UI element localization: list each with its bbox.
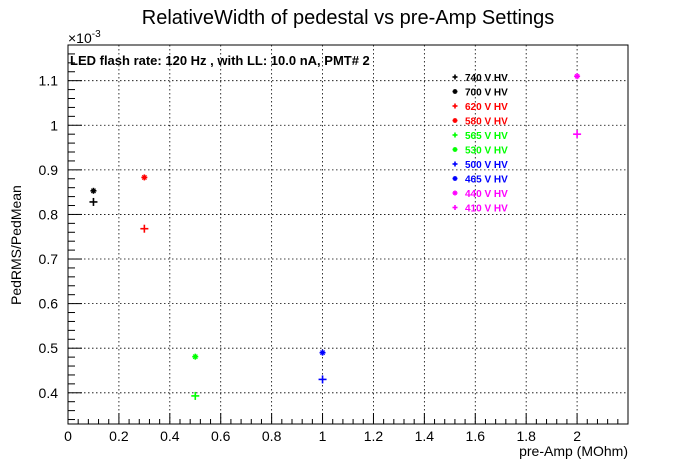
legend-marker — [452, 118, 458, 123]
legend-entry: 440 V HV — [465, 189, 508, 200]
legend-marker — [452, 132, 458, 138]
legend-entry: 500 V HV — [465, 160, 508, 171]
x-axis-label: pre-Amp (MOhm) — [519, 443, 628, 459]
legend-entry: 700 V HV — [465, 88, 508, 99]
legend: 740 V HV 700 V HV 620 V HV 580 V HV 565 V HV… — [452, 73, 508, 215]
x-tick-label: 1.4 — [415, 428, 435, 444]
chart-annotation: LED flash rate: 120 Hz , with LL: 10.0 n… — [70, 53, 370, 68]
data-points — [89, 73, 582, 400]
data-point — [140, 224, 149, 233]
legend-entry: 580 V HV — [465, 117, 508, 128]
x-tick-label: 0.6 — [211, 428, 231, 444]
y-tick-label: 0.4 — [39, 385, 59, 401]
x-tick-label: 0.8 — [262, 428, 282, 444]
y-axis-label: PedRMS/PedMean — [8, 185, 24, 305]
data-point — [574, 73, 581, 80]
tick-labels: 0 0.2 0.4 0.6 0.8 1 1.2 1.4 1.6 1.8 2 0.4 0.5 0.6 0.7 0… — [39, 73, 582, 444]
axis-ticks — [67, 53, 619, 424]
y-tick-label: 1 — [50, 117, 58, 133]
x-tick-label: 1.6 — [466, 428, 486, 444]
grid-lines — [68, 45, 628, 424]
x-tick-label: 0 — [64, 428, 72, 444]
data-point — [319, 349, 326, 356]
legend-entry: 530 V HV — [465, 146, 508, 157]
legend-entry: 565 V HV — [465, 131, 508, 142]
legend-marker — [452, 205, 458, 210]
legend-entry: 620 V HV — [465, 102, 508, 113]
legend-marker — [452, 89, 458, 94]
y-tick-label: 0.7 — [39, 251, 59, 267]
y-tick-label: 0.9 — [39, 162, 59, 178]
data-point — [89, 197, 98, 206]
y-exponent-base: ×10 — [68, 30, 92, 46]
data-point — [573, 130, 582, 139]
y-tick-label: 0.8 — [39, 206, 59, 222]
x-tick-label: 0.2 — [109, 428, 129, 444]
legend-entry: 410 V HV — [465, 204, 508, 215]
legend-marker — [452, 190, 458, 196]
y-tick-label: 1.1 — [39, 73, 59, 89]
legend-marker — [452, 103, 458, 109]
y-exponent-power: -3 — [92, 29, 101, 40]
legend-entry: 740 V HV — [465, 73, 508, 84]
legend-marker — [452, 147, 458, 152]
data-point — [191, 391, 200, 400]
data-point — [318, 375, 327, 384]
y-tick-label: 0.6 — [39, 296, 59, 312]
data-point — [141, 174, 148, 181]
y-tick-label: 0.5 — [39, 340, 59, 356]
x-tick-label: 1.2 — [364, 428, 384, 444]
legend-marker — [452, 176, 458, 181]
legend-entry: 465 V HV — [465, 175, 508, 186]
legend-marker — [452, 161, 458, 167]
data-point — [192, 353, 199, 360]
y-exponent-label: ×10-3 — [68, 29, 101, 46]
plot-frame — [67, 44, 629, 425]
data-point — [90, 187, 97, 194]
legend-marker — [452, 74, 458, 80]
x-tick-label: 1 — [319, 428, 327, 444]
x-tick-label: 2 — [573, 428, 581, 444]
x-tick-label: 0.4 — [160, 428, 180, 444]
chart-title: RelativeWidth of pedestal vs pre-Amp Set… — [142, 7, 554, 29]
x-tick-label: 1.8 — [516, 428, 536, 444]
